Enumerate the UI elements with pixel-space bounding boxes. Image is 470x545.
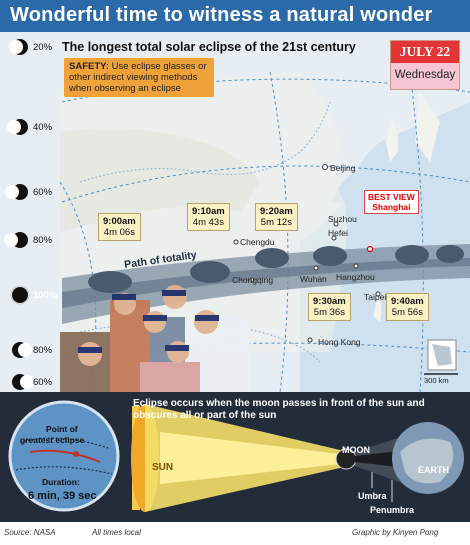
best-view-line2: Shanghai [372, 202, 411, 212]
eclipse-diagram-panel [0, 392, 470, 522]
credit-note: Graphic by Kinyen Pong [352, 528, 439, 537]
city-suzhou: Suzhou [328, 214, 357, 224]
callout-900: 9:00am 4m 06s [98, 213, 141, 241]
city-hong-kong: Hong Kong [318, 337, 361, 347]
callout-time: 9:40am [391, 296, 424, 307]
safety-notice: SAFETY: Use eclipse glasses or other ind… [64, 58, 214, 97]
penumbra-label: Penumbra [370, 505, 415, 515]
moon-phase-label-6: 80% [33, 345, 53, 356]
earth-label: EARTH [418, 465, 449, 475]
best-view-badge: BEST VIEW Shanghai [364, 190, 419, 214]
source-note: Source: NASA [4, 528, 56, 537]
moon-phase-label-2: 40% [33, 122, 53, 133]
city-hangzhou: Hangzhou [336, 272, 375, 282]
city-hefei: Hefei [328, 228, 348, 238]
callout-time: 9:00am [103, 216, 136, 227]
callout-duration: 5m 12s [260, 217, 292, 228]
city-beijing: Beijing [330, 163, 356, 173]
callout-duration: 4m 06s [103, 227, 135, 238]
callout-920: 9:20am 5m 12s [255, 203, 298, 231]
callout-duration: 5m 56s [391, 307, 423, 318]
title-bar [0, 0, 470, 32]
moon-phase-column [0, 32, 60, 392]
callout-930: 9:30am 5m 36s [308, 293, 351, 321]
eclipse-diagram [8, 400, 464, 512]
moon-label: MOON [342, 445, 370, 455]
callout-time: 9:30am [313, 296, 346, 307]
footer [0, 522, 470, 545]
globe-duration-label: Duration: [42, 477, 80, 487]
city-chengdu: Chengdu [240, 237, 275, 247]
callout-duration: 4m 43s [192, 217, 224, 228]
best-view-line1: BEST VIEW [368, 192, 415, 202]
date-month-day: JULY 22 [391, 41, 459, 63]
subtitle: The longest total solar eclipse of the 2… [62, 40, 356, 54]
safety-text: Use eclipse glasses or other indirect vi… [69, 61, 207, 94]
callout-duration: 5m 36s [313, 307, 345, 318]
globe-point-label-1: Point of [46, 424, 78, 434]
moon-phase-label-1: 20% [33, 42, 53, 53]
city-wuhan: Wuhan [300, 274, 327, 284]
date-weekday: Wednesday [394, 69, 456, 81]
date-box: JULY 22 Wednesday [390, 40, 460, 90]
moon-phase-label-7: 60% [33, 377, 53, 388]
eclipse-explanation: Eclipse occurs when the moon passes in f… [133, 398, 425, 421]
moon-phase-label-5: 100% [33, 290, 58, 301]
moon-phase-label-4: 80% [33, 235, 53, 246]
times-note: All times local [92, 528, 141, 537]
callout-time: 9:20am [260, 206, 293, 217]
sun-label: SUN [152, 462, 174, 473]
safety-label: SAFETY: [69, 61, 109, 72]
umbra-label: Umbra [358, 491, 387, 501]
callout-time: 9:10am [192, 206, 225, 217]
moon-phase-icons [4, 39, 34, 390]
callout-940: 9:40am 5m 56s [386, 293, 429, 321]
moon-phase-label-3: 60% [33, 187, 53, 198]
city-chongqing: Chongqing [232, 275, 274, 285]
globe-duration-value: 6 min, 39 sec [28, 490, 97, 502]
callout-910: 9:10am 4m 43s [187, 203, 230, 231]
globe-point-label-2: greatest eclipse [20, 435, 85, 445]
page-title: Wonderful time to witness a natural wond… [10, 4, 433, 26]
map-scale: 300 km [424, 376, 449, 385]
city-taipei: Taipei [364, 292, 387, 302]
